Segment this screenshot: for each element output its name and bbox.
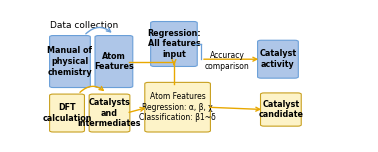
FancyBboxPatch shape <box>260 93 301 126</box>
Text: Regression:
All features
input: Regression: All features input <box>147 29 201 59</box>
Text: Atom
Features: Atom Features <box>94 52 134 71</box>
FancyBboxPatch shape <box>89 94 130 132</box>
FancyBboxPatch shape <box>50 36 90 88</box>
Text: Catalyst
candidate: Catalyst candidate <box>259 100 304 119</box>
Text: Catalysts
and
intermediates: Catalysts and intermediates <box>78 98 141 128</box>
FancyBboxPatch shape <box>145 82 211 132</box>
FancyBboxPatch shape <box>50 94 84 132</box>
Text: DFT
calculation: DFT calculation <box>42 103 92 123</box>
FancyBboxPatch shape <box>151 22 197 66</box>
Text: Data collection: Data collection <box>50 21 118 30</box>
FancyBboxPatch shape <box>95 36 133 88</box>
Text: Manual of
physical
chemistry: Manual of physical chemistry <box>48 46 93 77</box>
Text: Atom Features
Regression: α, β, χ
Classification: β1~δ: Atom Features Regression: α, β, χ Classi… <box>139 92 216 123</box>
Text: Accuracy
comparison: Accuracy comparison <box>205 51 250 71</box>
Text: Catalyst
activity: Catalyst activity <box>259 49 296 69</box>
FancyBboxPatch shape <box>257 40 298 78</box>
